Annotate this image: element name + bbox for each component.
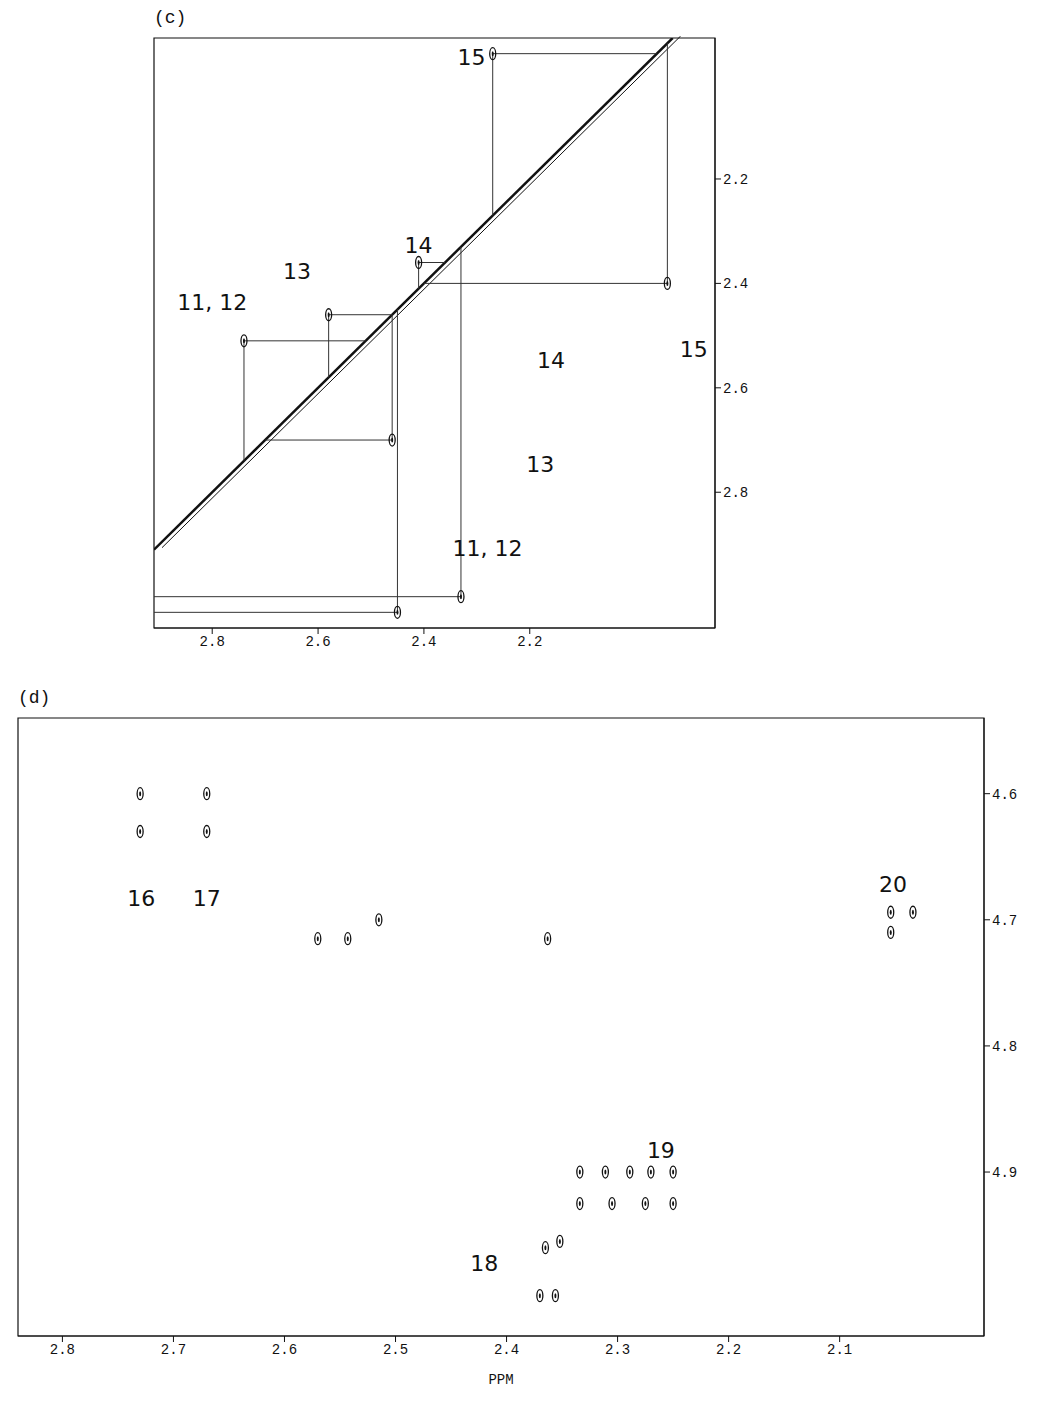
svg-text:15: 15 bbox=[458, 45, 486, 70]
svg-text:2.1: 2.1 bbox=[827, 1342, 852, 1358]
svg-text:2.5: 2.5 bbox=[383, 1342, 408, 1358]
svg-text:4.8: 4.8 bbox=[992, 1039, 1017, 1055]
svg-text:4.7: 4.7 bbox=[992, 913, 1017, 929]
svg-text:2.2: 2.2 bbox=[517, 634, 542, 650]
svg-text:2.4: 2.4 bbox=[411, 634, 436, 650]
svg-text:PPM: PPM bbox=[488, 1372, 513, 1388]
svg-text:2.6: 2.6 bbox=[305, 634, 330, 650]
svg-text:2.8: 2.8 bbox=[200, 634, 225, 650]
svg-text:15: 15 bbox=[680, 337, 708, 362]
svg-text:4.6: 4.6 bbox=[992, 787, 1017, 803]
svg-text:20: 20 bbox=[879, 872, 907, 897]
svg-text:11, 12: 11, 12 bbox=[177, 290, 247, 315]
svg-text:2.6: 2.6 bbox=[723, 381, 748, 397]
svg-text:2.4: 2.4 bbox=[494, 1342, 519, 1358]
svg-text:2.3: 2.3 bbox=[605, 1342, 630, 1358]
svg-text:2.2: 2.2 bbox=[723, 172, 748, 188]
svg-text:13: 13 bbox=[526, 452, 554, 477]
svg-text:2.8: 2.8 bbox=[723, 485, 748, 501]
svg-text:19: 19 bbox=[647, 1138, 675, 1163]
svg-text:17: 17 bbox=[193, 886, 221, 911]
html-text:(c): (c) bbox=[154, 8, 187, 28]
svg-text:2.2: 2.2 bbox=[716, 1342, 741, 1358]
svg-text:2.6: 2.6 bbox=[272, 1342, 297, 1358]
svg-text:18: 18 bbox=[470, 1251, 498, 1276]
svg-text:2.7: 2.7 bbox=[161, 1342, 186, 1358]
svg-text:13: 13 bbox=[283, 259, 311, 284]
svg-text:14: 14 bbox=[405, 233, 433, 258]
svg-text:2.8: 2.8 bbox=[50, 1342, 75, 1358]
svg-text:4.9: 4.9 bbox=[992, 1165, 1017, 1181]
svg-text:11, 12: 11, 12 bbox=[452, 536, 522, 561]
svg-text:16: 16 bbox=[127, 886, 155, 911]
svg-text:14: 14 bbox=[537, 348, 565, 373]
svg-text:2.4: 2.4 bbox=[723, 276, 748, 292]
html-text:(d): (d) bbox=[18, 688, 51, 708]
